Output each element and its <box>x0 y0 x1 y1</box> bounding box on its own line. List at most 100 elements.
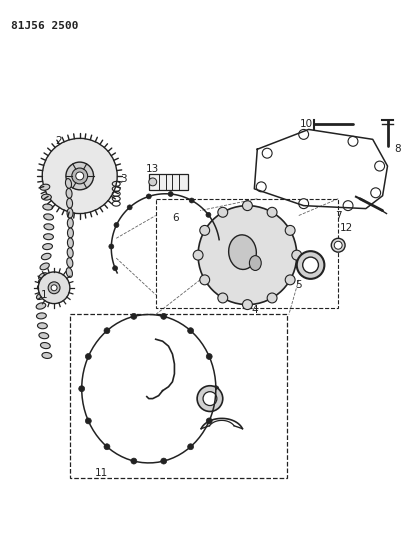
Circle shape <box>187 328 194 334</box>
Circle shape <box>375 161 384 171</box>
Ellipse shape <box>51 288 57 297</box>
Text: 81J56 2500: 81J56 2500 <box>11 21 78 30</box>
Circle shape <box>371 188 381 198</box>
Circle shape <box>197 386 223 411</box>
Circle shape <box>243 300 253 310</box>
Bar <box>149 174 188 190</box>
Circle shape <box>161 458 167 464</box>
Ellipse shape <box>36 303 46 309</box>
Circle shape <box>127 205 132 210</box>
Circle shape <box>343 201 353 211</box>
Circle shape <box>213 386 219 392</box>
Ellipse shape <box>67 248 73 257</box>
Ellipse shape <box>37 293 46 300</box>
Ellipse shape <box>68 228 73 238</box>
Text: 4: 4 <box>251 304 258 314</box>
Bar <box>156 199 338 308</box>
Ellipse shape <box>44 214 54 220</box>
Circle shape <box>187 444 194 450</box>
Ellipse shape <box>42 194 52 200</box>
Text: 1: 1 <box>41 290 47 300</box>
Circle shape <box>198 206 297 304</box>
Circle shape <box>331 238 345 252</box>
Ellipse shape <box>40 343 50 349</box>
Circle shape <box>146 194 151 199</box>
Circle shape <box>149 178 157 186</box>
Text: 13: 13 <box>146 164 159 174</box>
Circle shape <box>297 251 324 279</box>
Ellipse shape <box>67 208 73 218</box>
Ellipse shape <box>68 238 73 248</box>
Circle shape <box>218 207 228 217</box>
Ellipse shape <box>66 268 73 277</box>
Circle shape <box>85 353 91 359</box>
Text: 12: 12 <box>339 223 353 233</box>
Circle shape <box>243 201 253 211</box>
Circle shape <box>72 168 88 184</box>
Ellipse shape <box>40 184 50 190</box>
Circle shape <box>267 207 277 217</box>
Circle shape <box>51 285 57 290</box>
Ellipse shape <box>44 224 54 230</box>
Ellipse shape <box>40 263 49 270</box>
Ellipse shape <box>42 352 52 359</box>
Circle shape <box>292 250 302 260</box>
Ellipse shape <box>67 258 73 268</box>
Circle shape <box>215 232 220 237</box>
Circle shape <box>112 266 117 271</box>
Circle shape <box>131 458 137 464</box>
Circle shape <box>38 272 70 304</box>
Circle shape <box>161 313 167 319</box>
Circle shape <box>114 223 119 228</box>
Text: 5: 5 <box>295 280 302 290</box>
Circle shape <box>109 244 114 249</box>
Text: 10: 10 <box>300 118 313 128</box>
Ellipse shape <box>67 218 73 228</box>
Circle shape <box>348 136 358 146</box>
Ellipse shape <box>67 198 73 208</box>
Ellipse shape <box>39 333 49 338</box>
Ellipse shape <box>249 256 261 270</box>
Circle shape <box>200 225 210 236</box>
Circle shape <box>267 293 277 303</box>
Circle shape <box>193 250 203 260</box>
Text: 2: 2 <box>56 136 62 147</box>
Circle shape <box>262 148 272 158</box>
Ellipse shape <box>37 282 47 290</box>
Circle shape <box>76 172 84 180</box>
Bar <box>70 314 287 478</box>
Ellipse shape <box>38 284 47 290</box>
Ellipse shape <box>43 244 52 249</box>
Circle shape <box>299 130 309 139</box>
Ellipse shape <box>38 279 47 286</box>
Text: 8: 8 <box>394 144 401 154</box>
Circle shape <box>285 275 295 285</box>
Circle shape <box>303 257 318 273</box>
Circle shape <box>200 275 210 285</box>
Ellipse shape <box>229 235 256 270</box>
Circle shape <box>48 282 60 294</box>
Circle shape <box>104 328 110 334</box>
Text: 7: 7 <box>335 211 342 221</box>
Circle shape <box>42 139 117 214</box>
Circle shape <box>256 182 266 192</box>
Ellipse shape <box>42 253 51 260</box>
Circle shape <box>206 212 211 217</box>
Circle shape <box>203 392 217 406</box>
Text: 11: 11 <box>95 468 108 478</box>
Ellipse shape <box>44 234 54 240</box>
Ellipse shape <box>44 274 51 282</box>
Circle shape <box>104 444 110 450</box>
Circle shape <box>218 293 228 303</box>
Circle shape <box>189 198 194 203</box>
Circle shape <box>79 386 84 392</box>
Ellipse shape <box>66 179 72 188</box>
Circle shape <box>131 313 137 319</box>
Text: 3: 3 <box>120 174 126 184</box>
Circle shape <box>206 353 212 359</box>
Ellipse shape <box>43 204 53 210</box>
Text: 6: 6 <box>172 213 179 222</box>
Circle shape <box>299 199 309 208</box>
Ellipse shape <box>44 287 51 295</box>
Circle shape <box>168 191 173 197</box>
